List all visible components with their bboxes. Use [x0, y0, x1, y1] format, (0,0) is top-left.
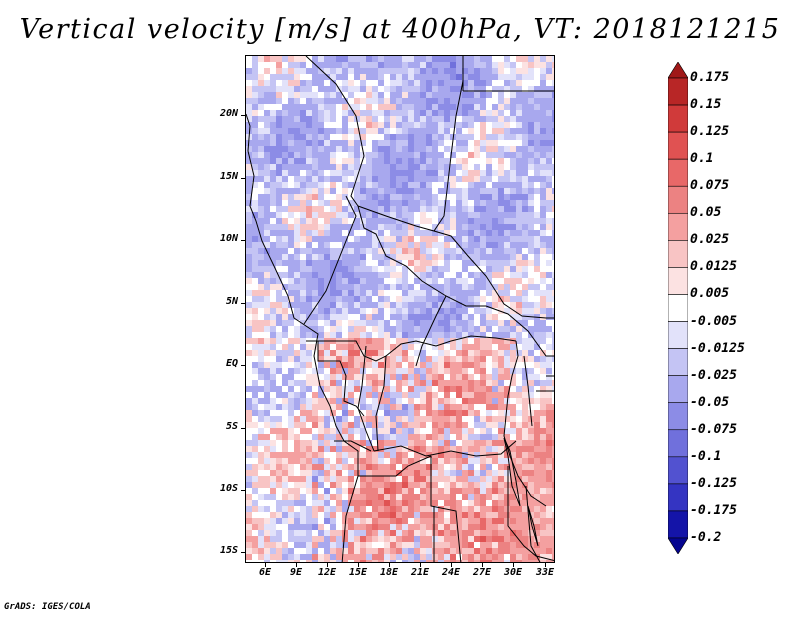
lon-tick [451, 563, 452, 567]
map-title: Vertical velocity [m/s] at 400hPa, VT: 2… [19, 14, 781, 45]
velocity-field-shading [246, 56, 554, 562]
colorbar-label: -0.005 [690, 313, 737, 329]
lat-label: 15N [219, 171, 238, 182]
lon-label: 24E [441, 567, 461, 578]
colorbar-segment [668, 510, 688, 539]
lon-tick [420, 563, 421, 567]
colorbar-segment [668, 348, 688, 376]
lat-tick [241, 428, 245, 429]
lon-label: 33E [535, 567, 555, 578]
lat-tick [241, 115, 245, 116]
colorbar-segment [668, 240, 688, 268]
map-plot-area [245, 55, 555, 563]
colorbar-label: 0.0125 [690, 259, 737, 275]
colorbar-label: -0.175 [690, 502, 737, 518]
country-borders [246, 56, 554, 562]
lat-tick [241, 178, 245, 179]
colorbar-segment [668, 131, 688, 160]
colorbar-label: 0.005 [690, 286, 730, 302]
colorbar-segment [668, 158, 688, 187]
lon-tick [358, 563, 359, 567]
lat-label: 20N [219, 108, 238, 119]
lon-tick [513, 563, 514, 567]
colorbar-label: 0.075 [690, 178, 730, 194]
grads-credit: GrADS: IGES/COLA [4, 602, 91, 612]
colorbar-label: 0.05 [690, 205, 722, 221]
colorbar-label: -0.1 [690, 448, 722, 464]
lon-tick [327, 563, 328, 567]
colorbar-segment [668, 456, 688, 485]
lon-label: 18E [379, 567, 399, 578]
colorbar-segment [668, 429, 688, 458]
colorbar-segment [668, 294, 688, 322]
lat-label: 10S [219, 483, 238, 494]
lon-label: 9E [289, 567, 303, 578]
lon-tick [265, 563, 266, 567]
colorbar-label: -0.05 [690, 394, 730, 410]
colorbar-segment [668, 483, 688, 512]
lon-label: 6E [258, 567, 272, 578]
lon-tick [389, 563, 390, 567]
colorbar-label: 0.1 [690, 151, 714, 167]
colorbar-segment [668, 267, 688, 295]
lon-label: 15E [348, 567, 368, 578]
lon-tick [482, 563, 483, 567]
colorbar-label: 0.175 [690, 70, 730, 85]
lat-tick [241, 552, 245, 553]
lat-tick [241, 240, 245, 241]
colorbar-label: 0.15 [690, 97, 722, 113]
colorbar-label: 0.025 [690, 232, 730, 248]
colorbar-segment [668, 375, 688, 404]
colorbar-min-arrow [668, 537, 688, 554]
vertical-velocity-field [246, 56, 554, 562]
lon-tick [296, 563, 297, 567]
colorbar-segment [668, 321, 688, 349]
lat-tick [241, 490, 245, 491]
lon-tick [545, 563, 546, 567]
lon-label: 12E [317, 567, 337, 578]
colorbar-segment [668, 77, 688, 106]
lat-tick [241, 365, 245, 366]
colorbar-label: -0.0125 [690, 340, 745, 356]
lon-label: 30E [503, 567, 523, 578]
lat-tick [241, 303, 245, 304]
colorbar-label: -0.125 [690, 475, 737, 491]
lat-label: 5N [225, 296, 238, 307]
lon-label: 27E [472, 567, 492, 578]
colorbar-label: 0.125 [690, 124, 730, 140]
colorbar-label: -0.075 [690, 421, 737, 437]
colorbar [668, 62, 688, 554]
colorbar-label: -0.025 [690, 367, 737, 383]
lat-label: EQ [225, 358, 238, 369]
colorbar-segment [668, 402, 688, 431]
colorbar-segment [668, 212, 688, 241]
colorbar-segment [668, 185, 688, 214]
colorbar-max-arrow [668, 62, 688, 79]
lat-label: 5S [225, 421, 238, 432]
lon-label: 21E [410, 567, 430, 578]
colorbar-label: -0.2 [690, 530, 722, 545]
lat-label: 15S [219, 545, 238, 556]
colorbar-segment [668, 104, 688, 133]
lat-label: 10N [219, 233, 238, 244]
